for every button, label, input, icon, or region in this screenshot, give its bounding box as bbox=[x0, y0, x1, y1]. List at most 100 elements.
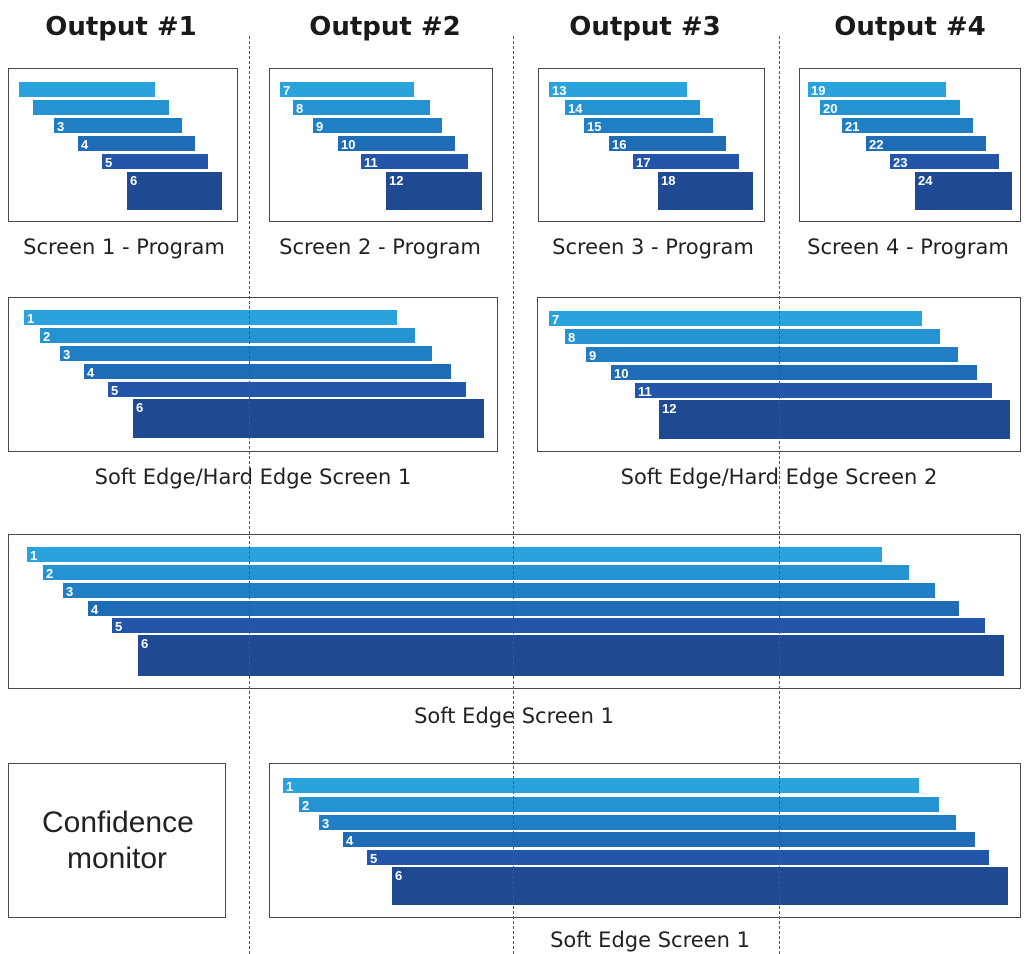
layer-3: 3 bbox=[318, 814, 957, 831]
layer-number: 9 bbox=[316, 119, 324, 134]
layer-2: 2 bbox=[298, 796, 940, 813]
output-3-header: Output #3 bbox=[569, 12, 721, 42]
layer-number: 18 bbox=[661, 173, 676, 188]
screen-4-program-box: 19 20 21 22 23 24 bbox=[799, 68, 1021, 222]
layer-number: 8 bbox=[568, 330, 576, 345]
screen-2-program-box: 7 8 9 10 11 12 bbox=[269, 68, 493, 222]
layer-number: 6 bbox=[130, 173, 138, 188]
layer-number: 6 bbox=[136, 400, 144, 415]
output-1-header: Output #1 bbox=[45, 12, 197, 42]
layer-5: 23 bbox=[889, 153, 1000, 170]
layer-6: 12 bbox=[658, 399, 1011, 440]
layer-number: 5 bbox=[111, 383, 119, 398]
layer-number: 13 bbox=[552, 83, 567, 98]
screen-4-program-caption: Screen 4 - Program bbox=[807, 235, 1009, 259]
output-2-header: Output #2 bbox=[309, 12, 461, 42]
layer-4: 4 bbox=[77, 135, 196, 152]
layer-3: 15 bbox=[583, 117, 714, 134]
layer-number: 21 bbox=[845, 119, 860, 134]
layer-6: 24 bbox=[914, 171, 1013, 211]
layer-number: 5 bbox=[370, 851, 378, 866]
output-divider-2 bbox=[513, 36, 514, 954]
layer-2: 2 bbox=[39, 327, 416, 344]
layer-number: 5 bbox=[115, 619, 123, 634]
layer-3: 3 bbox=[59, 345, 433, 362]
layer-number: 11 bbox=[638, 384, 652, 399]
screen-2-program-caption: Screen 2 - Program bbox=[279, 235, 481, 259]
layer-number: 9 bbox=[589, 348, 597, 363]
layer-number: 1 bbox=[27, 311, 35, 326]
layer-number: 24 bbox=[918, 173, 933, 188]
layer-4: 4 bbox=[83, 363, 452, 380]
layer-number: 8 bbox=[296, 101, 304, 116]
layer-number: 6 bbox=[141, 636, 149, 651]
output-divider-3 bbox=[779, 36, 780, 954]
layer-1 bbox=[18, 81, 156, 98]
layer-number: 3 bbox=[66, 584, 74, 599]
layer-4: 10 bbox=[610, 364, 978, 381]
layer-4: 16 bbox=[608, 135, 727, 152]
layer-3: 3 bbox=[53, 117, 183, 134]
layer-1: 1 bbox=[23, 309, 398, 326]
layer-4: 22 bbox=[865, 135, 987, 152]
layer-2 bbox=[32, 99, 170, 116]
layer-number: 3 bbox=[63, 347, 71, 362]
layer-5: 5 bbox=[101, 153, 209, 170]
layer-number: 6 bbox=[395, 868, 403, 883]
output-4-header: Output #4 bbox=[834, 12, 986, 42]
confidence-monitor-box: Confidence monitor bbox=[8, 763, 226, 918]
layer-number: 22 bbox=[869, 137, 884, 152]
layer-number: 19 bbox=[811, 83, 826, 98]
layer-5: 11 bbox=[360, 153, 469, 170]
layer-1: 19 bbox=[807, 81, 947, 98]
layer-number: 12 bbox=[389, 173, 404, 188]
layer-number: 1 bbox=[286, 779, 294, 794]
soft-hard-edge-screen-2-caption: Soft Edge/Hard Edge Screen 2 bbox=[620, 465, 938, 489]
layer-5: 11 bbox=[634, 382, 993, 399]
layer-3: 21 bbox=[841, 117, 974, 134]
layer-number: 10 bbox=[341, 137, 356, 152]
layer-4: 10 bbox=[337, 135, 456, 152]
layer-number: 10 bbox=[614, 366, 629, 381]
layer-4: 4 bbox=[342, 831, 976, 848]
layer-2: 8 bbox=[564, 328, 941, 345]
layer-number: 12 bbox=[662, 401, 677, 416]
soft-edge-screen-1-caption: Soft Edge Screen 1 bbox=[414, 704, 614, 728]
layer-3: 9 bbox=[585, 346, 959, 363]
layer-2: 14 bbox=[564, 99, 701, 116]
layer-5: 5 bbox=[366, 849, 990, 866]
layer-number: 20 bbox=[823, 101, 838, 116]
output-divider-1 bbox=[249, 36, 250, 954]
layer-number: 15 bbox=[587, 119, 602, 134]
layer-1: 1 bbox=[282, 777, 920, 794]
layer-2: 2 bbox=[42, 564, 910, 581]
layer-number: 14 bbox=[568, 101, 583, 116]
layer-number: 4 bbox=[81, 137, 89, 152]
soft-edge-screen-1-lower-caption: Soft Edge Screen 1 bbox=[550, 928, 750, 952]
layer-number: 3 bbox=[57, 119, 65, 134]
layer-6: 12 bbox=[385, 171, 483, 211]
screen-1-program-box: 3 4 5 6 bbox=[8, 68, 238, 222]
layer-number: 2 bbox=[46, 566, 54, 581]
layer-number: 1 bbox=[30, 548, 38, 563]
layer-number: 7 bbox=[552, 312, 560, 327]
layer-number: 2 bbox=[302, 798, 310, 813]
layer-6: 6 bbox=[137, 634, 1005, 677]
layer-number: 5 bbox=[105, 155, 113, 170]
layer-number: 2 bbox=[43, 329, 51, 344]
soft-hard-edge-screen-1-caption: Soft Edge/Hard Edge Screen 1 bbox=[94, 465, 412, 489]
layer-2: 8 bbox=[292, 99, 431, 116]
layer-6: 6 bbox=[126, 171, 223, 211]
screen-3-program-box: 13 14 15 16 17 18 bbox=[538, 68, 765, 222]
layer-number: 7 bbox=[283, 83, 291, 98]
layer-1: 13 bbox=[548, 81, 688, 98]
layer-5: 5 bbox=[107, 381, 467, 398]
layer-3: 3 bbox=[62, 582, 936, 599]
layer-number: 4 bbox=[87, 365, 95, 380]
confidence-monitor-label: Confidence monitor bbox=[42, 805, 194, 875]
layer-1: 7 bbox=[548, 310, 923, 327]
layer-2: 20 bbox=[819, 99, 961, 116]
